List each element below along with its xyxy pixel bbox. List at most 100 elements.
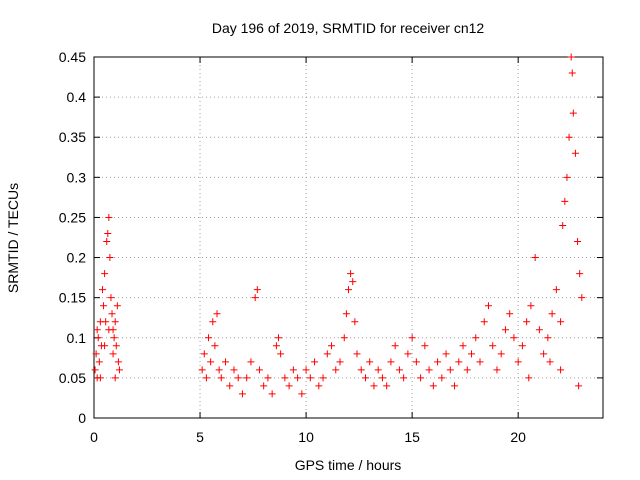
- y-tick-label: 0.15: [59, 290, 86, 306]
- data-point: [268, 390, 276, 398]
- data-point: [567, 53, 575, 61]
- data-point: [434, 358, 442, 366]
- data-point: [576, 270, 584, 278]
- data-point: [518, 342, 526, 350]
- data-point: [563, 173, 571, 181]
- data-point: [463, 366, 471, 374]
- data-point: [557, 366, 565, 374]
- data-point: [347, 270, 355, 278]
- data-point: [104, 229, 112, 237]
- data-point: [557, 318, 565, 326]
- data-point: [535, 326, 543, 334]
- data-point: [408, 334, 416, 342]
- data-point: [209, 318, 217, 326]
- data-point: [412, 358, 420, 366]
- y-tick-label: 0.2: [67, 250, 87, 266]
- data-point: [115, 366, 123, 374]
- data-point: [531, 254, 539, 262]
- data-point: [548, 310, 556, 318]
- data-point: [387, 358, 395, 366]
- data-point: [395, 366, 403, 374]
- data-point: [540, 350, 548, 358]
- data-point: [455, 358, 463, 366]
- data-point: [370, 382, 378, 390]
- data-point: [238, 390, 246, 398]
- data-point: [480, 318, 488, 326]
- data-point: [217, 374, 225, 382]
- data-point: [561, 197, 569, 205]
- data-point: [429, 382, 437, 390]
- data-point: [311, 358, 319, 366]
- chart-title: Day 196 of 2019, SRMTID for receiver cn1…: [212, 20, 485, 36]
- data-point: [323, 350, 331, 358]
- data-point: [345, 286, 352, 294]
- data-point: [94, 334, 102, 342]
- data-point: [349, 278, 357, 286]
- data-point: [243, 374, 251, 382]
- data-point: [205, 334, 213, 342]
- data-point: [328, 342, 336, 350]
- x-tick-label: 10: [298, 429, 314, 445]
- data-point: [565, 133, 573, 141]
- data-point: [211, 342, 219, 350]
- data-point: [213, 310, 221, 318]
- data-point: [215, 366, 223, 374]
- gridlines: [94, 57, 603, 418]
- data-point: [378, 374, 386, 382]
- data-point: [264, 374, 272, 382]
- data-point: [506, 310, 514, 318]
- data-point: [200, 350, 208, 358]
- data-point: [105, 326, 113, 334]
- x-axis: 0 5 10 15 20: [90, 57, 526, 445]
- data-point: [111, 318, 119, 326]
- data-point: [114, 358, 122, 366]
- data-point: [98, 286, 106, 294]
- data-point: [332, 366, 340, 374]
- data-point: [298, 390, 306, 398]
- data-point: [514, 358, 522, 366]
- x-tick-label: 0: [90, 429, 98, 445]
- data-point: [421, 342, 429, 350]
- data-point: [102, 318, 110, 326]
- data-point: [302, 366, 310, 374]
- data-point: [404, 350, 412, 358]
- data-point: [106, 254, 114, 262]
- data-point: [198, 366, 206, 374]
- data-point: [108, 310, 116, 318]
- data-point: [569, 109, 577, 117]
- y-tick-label: 0.25: [59, 209, 86, 225]
- data-point: [247, 358, 255, 366]
- data-point: [571, 149, 579, 157]
- data-point: [100, 302, 108, 310]
- data-point: [101, 342, 109, 350]
- data-point: [472, 334, 480, 342]
- data-point: [105, 213, 113, 221]
- data-point: [340, 334, 348, 342]
- y-axis-label: SRMTID / TECUs: [5, 183, 21, 293]
- data-point: [251, 294, 259, 302]
- data-point: [559, 221, 567, 229]
- data-point: [272, 342, 280, 350]
- x-axis-label: GPS time / hours: [295, 457, 402, 473]
- data-point: [383, 382, 391, 390]
- data-point: [525, 374, 533, 382]
- data-point: [451, 382, 459, 390]
- data-point: [417, 374, 425, 382]
- data-point: [568, 69, 576, 77]
- data-point: [361, 374, 369, 382]
- x-tick-label: 15: [404, 429, 420, 445]
- data-point: [366, 358, 374, 366]
- data-point: [353, 350, 361, 358]
- data-point: [391, 342, 399, 350]
- y-tick-label: 0.45: [59, 49, 86, 65]
- y-tick-label: 0.35: [59, 129, 86, 145]
- data-point: [446, 366, 454, 374]
- data-point: [342, 310, 350, 318]
- data-point: [501, 326, 509, 334]
- data-point: [226, 382, 234, 390]
- data-point: [442, 350, 450, 358]
- data-point: [493, 366, 501, 374]
- y-tick-label: 0.05: [59, 370, 86, 386]
- data-point: [285, 382, 293, 390]
